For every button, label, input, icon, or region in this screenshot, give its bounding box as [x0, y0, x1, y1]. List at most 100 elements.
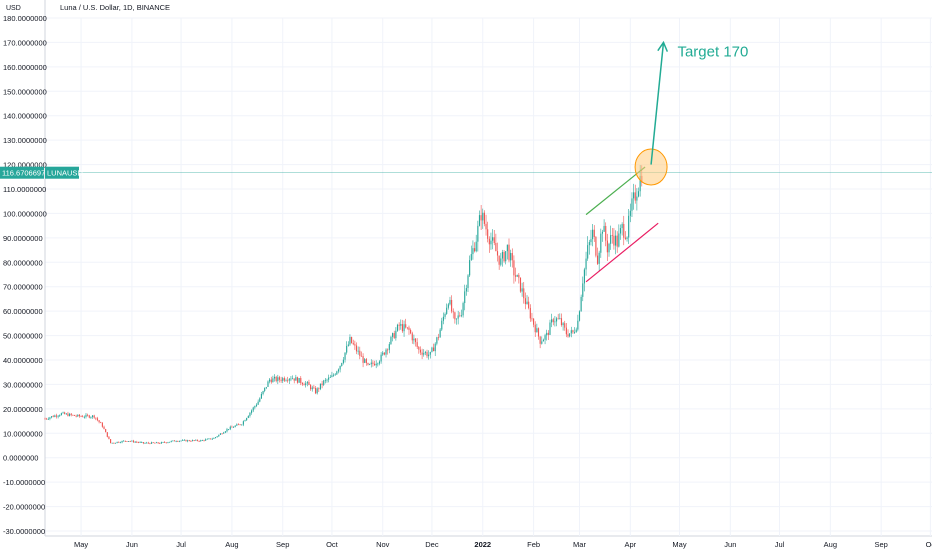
candle-body[interactable] — [503, 251, 505, 262]
candle-body[interactable] — [367, 362, 369, 365]
candle-body[interactable] — [118, 441, 120, 443]
candle-body[interactable] — [108, 436, 110, 440]
candle-body[interactable] — [473, 248, 476, 252]
candle-body[interactable] — [511, 253, 513, 261]
candle-body[interactable] — [547, 332, 549, 335]
candle-body[interactable] — [631, 198, 633, 211]
candle-body[interactable] — [205, 439, 207, 441]
candle-body[interactable] — [141, 442, 143, 443]
candle-body[interactable] — [188, 440, 190, 442]
candle-body[interactable] — [236, 424, 238, 426]
candle-body[interactable] — [305, 383, 307, 386]
candle-body[interactable] — [296, 377, 299, 383]
candle-body[interactable] — [195, 439, 197, 441]
candle-body[interactable] — [196, 439, 199, 441]
candle-body[interactable] — [332, 374, 335, 376]
candle-body[interactable] — [262, 391, 264, 394]
candle-body[interactable] — [541, 341, 543, 344]
candle-body[interactable] — [308, 382, 310, 386]
candle-body[interactable] — [224, 431, 226, 433]
candle-body[interactable] — [139, 442, 141, 443]
candle-body[interactable] — [218, 434, 220, 437]
candle-body[interactable] — [87, 414, 89, 416]
candle-body[interactable] — [111, 442, 113, 444]
candle-body[interactable] — [124, 440, 126, 442]
candle-body[interactable] — [214, 437, 217, 438]
candle-body[interactable] — [242, 421, 244, 425]
candle-body[interactable] — [490, 240, 492, 245]
candle-body[interactable] — [436, 337, 438, 344]
candle-body[interactable] — [493, 237, 495, 243]
candle-body[interactable] — [131, 440, 133, 442]
candle-body[interactable] — [496, 251, 499, 256]
candle-body[interactable] — [234, 425, 236, 427]
candle-body[interactable] — [370, 362, 372, 365]
candle-body[interactable] — [334, 374, 336, 376]
candle-body[interactable] — [624, 237, 626, 239]
candle-body[interactable] — [564, 323, 566, 328]
candle-body[interactable] — [398, 324, 400, 326]
candle-body[interactable] — [533, 318, 535, 325]
candle-body[interactable] — [277, 377, 279, 382]
candle-body[interactable] — [429, 351, 431, 355]
candle-body[interactable] — [560, 318, 563, 326]
candle-body[interactable] — [614, 235, 617, 246]
candle-body[interactable] — [319, 383, 322, 390]
candle-body[interactable] — [352, 343, 354, 345]
candle-body[interactable] — [480, 215, 482, 221]
candle-body[interactable] — [451, 299, 453, 312]
candle-body[interactable] — [180, 440, 182, 442]
candle-body[interactable] — [57, 415, 59, 417]
candle-body[interactable] — [544, 335, 546, 340]
candle-body[interactable] — [82, 416, 84, 418]
candle-body[interactable] — [244, 420, 246, 422]
candle-body[interactable] — [152, 442, 154, 444]
candle-body[interactable] — [62, 412, 64, 414]
candle-body[interactable] — [128, 441, 130, 442]
candle-body[interactable] — [175, 441, 177, 442]
candle-body[interactable] — [75, 415, 77, 417]
candle-body[interactable] — [123, 440, 125, 442]
candle-body[interactable] — [392, 333, 394, 337]
candle-body[interactable] — [106, 432, 108, 437]
candle-body[interactable] — [121, 440, 123, 443]
candle-body[interactable] — [275, 376, 277, 382]
candle-body[interactable] — [310, 385, 312, 390]
candle-body[interactable] — [487, 229, 489, 239]
candle-body[interactable] — [157, 442, 159, 444]
candle-body[interactable] — [129, 441, 131, 442]
candle-body[interactable] — [628, 215, 630, 238]
candle-body[interactable] — [211, 438, 213, 440]
candle-body[interactable] — [516, 274, 518, 277]
candle-body[interactable] — [264, 387, 266, 392]
candle-body[interactable] — [431, 347, 433, 352]
candle-body[interactable] — [311, 387, 313, 390]
candle-body[interactable] — [251, 410, 253, 413]
candle-body[interactable] — [426, 352, 428, 357]
candle-body[interactable] — [46, 418, 48, 420]
candle-body[interactable] — [318, 388, 320, 390]
target-label[interactable]: Target 170 — [677, 43, 748, 60]
candle-body[interactable] — [592, 229, 594, 240]
drawings[interactable]: Target 170 — [585, 40, 748, 283]
candle-body[interactable] — [50, 416, 53, 418]
candle-body[interactable] — [423, 353, 425, 355]
candle-body[interactable] — [270, 379, 272, 383]
candle-body[interactable] — [359, 350, 361, 356]
candle-body[interactable] — [177, 441, 179, 442]
candle-body[interactable] — [293, 378, 295, 381]
candle-body[interactable] — [455, 318, 458, 320]
candle-body[interactable] — [59, 415, 61, 417]
candle-body[interactable] — [70, 413, 72, 415]
candle-body[interactable] — [100, 422, 102, 424]
candle-body[interactable] — [213, 437, 215, 439]
candle-body[interactable] — [542, 339, 544, 342]
candle-body[interactable] — [346, 345, 348, 353]
candle-body[interactable] — [380, 354, 382, 362]
price-axis[interactable]: USD 180.0000000 170.0000000 160.0000000 150… — [3, 5, 47, 536]
candle-body[interactable] — [316, 388, 318, 394]
candle-body[interactable] — [105, 429, 107, 433]
candle-body[interactable] — [514, 275, 517, 277]
candle-body[interactable] — [314, 388, 317, 394]
candles[interactable] — [44, 164, 643, 445]
